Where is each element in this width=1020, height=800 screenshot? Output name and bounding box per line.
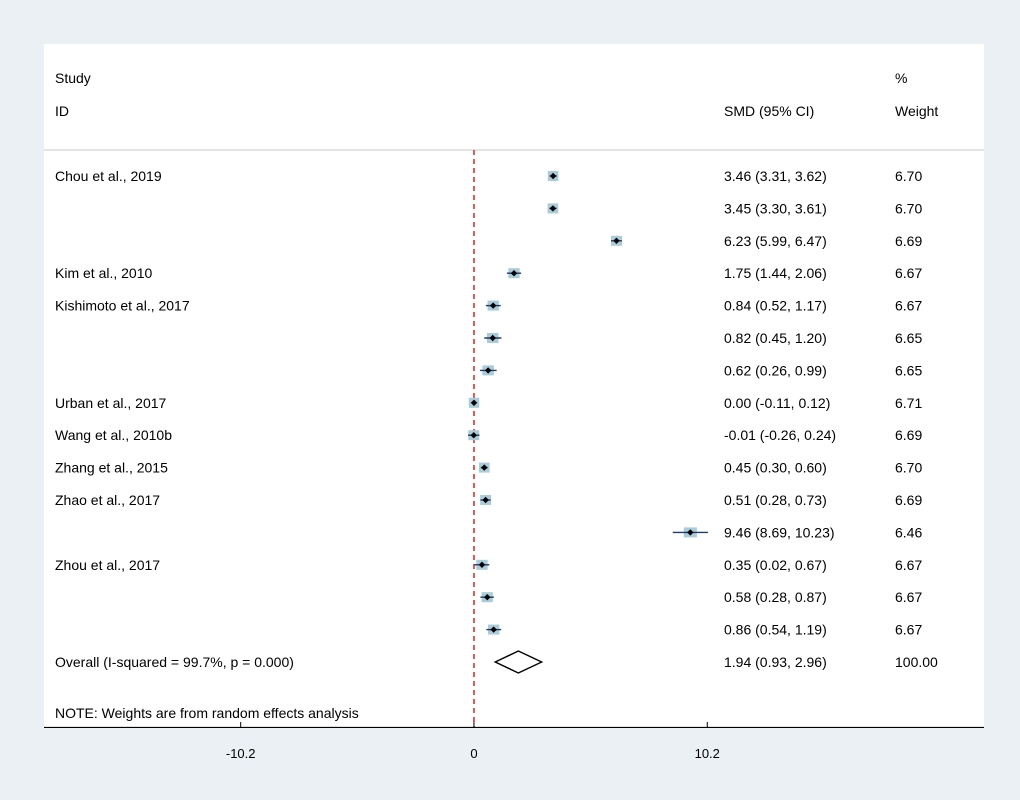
study-label: Kim et al., 2010 [55, 265, 152, 281]
overall-label: Overall (I-squared = 99.7%, p = 0.000) [55, 654, 294, 670]
header-weight: Weight [895, 103, 938, 119]
smd-ci-value: 0.82 (0.45, 1.20) [724, 330, 827, 346]
overall-diamond [493, 650, 544, 674]
study-label: Kishimoto et al., 2017 [55, 298, 190, 314]
smd-ci-value: 0.51 (0.28, 0.73) [724, 492, 827, 508]
overall-weight-value: 100.00 [895, 654, 938, 670]
header-smd: SMD (95% CI) [724, 103, 814, 119]
weight-value: 6.69 [895, 427, 922, 443]
weight-value: 6.65 [895, 362, 922, 378]
header-percent: % [895, 70, 907, 86]
x-tick-label: -10.2 [226, 746, 256, 761]
point-estimate [484, 594, 491, 601]
overall-smd-ci-value: 1.94 (0.93, 2.96) [724, 654, 827, 670]
study-label: Wang et al., 2010b [55, 427, 172, 443]
point-estimate [478, 561, 486, 568]
point-estimate [481, 464, 488, 471]
point-estimate [510, 270, 518, 277]
point-estimate [549, 172, 557, 180]
smd-ci-value: 0.58 (0.28, 0.87) [724, 589, 827, 605]
smd-ci-value: -0.01 (-0.26, 0.24) [724, 427, 836, 443]
forest-plot: Study ID SMD (95% CI)% Weight Chou et al., 2… [44, 70, 984, 728]
study-label: Zhou et al., 2017 [55, 557, 160, 573]
weight-value: 6.70 [895, 200, 922, 216]
x-tick-label: 0 [470, 746, 477, 761]
weight-value: 6.46 [895, 524, 922, 540]
weight-value: 6.67 [895, 622, 922, 638]
x-tick-label: 10.2 [695, 746, 720, 761]
weight-value: 6.67 [895, 265, 922, 281]
weight-value: 6.69 [895, 492, 922, 508]
weight-value: 6.67 [895, 298, 922, 314]
weight-value: 6.65 [895, 330, 922, 346]
point-estimate [489, 334, 496, 342]
weight-value: 6.67 [895, 557, 922, 573]
weight-value: 6.70 [895, 460, 922, 476]
smd-ci-value: 0.00 (-0.11, 0.12) [724, 395, 830, 411]
point-estimate [549, 205, 557, 212]
weight-value: 6.69 [895, 233, 922, 249]
point-estimate [470, 399, 478, 406]
header-id: ID [55, 103, 69, 119]
smd-ci-value: 1.75 (1.44, 2.06) [724, 265, 827, 281]
point-estimate [490, 626, 497, 633]
weight-value: 6.71 [895, 395, 922, 411]
point-estimate [613, 237, 620, 244]
smd-ci-value: 0.86 (0.54, 1.19) [724, 622, 827, 638]
plot-panel: Study ID SMD (95% CI)% Weight Chou et al., 2… [44, 44, 984, 728]
header-study: Study [55, 70, 91, 86]
point-estimate [484, 367, 492, 374]
study-label: Zhao et al., 2017 [55, 492, 160, 508]
point-estimate [470, 432, 477, 439]
smd-ci-value: 3.46 (3.31, 3.62) [724, 168, 827, 184]
smd-ci-value: 0.45 (0.30, 0.60) [724, 460, 827, 476]
study-label: Zhang et al., 2015 [55, 460, 168, 476]
point-estimate [687, 529, 694, 536]
point-estimate [489, 302, 497, 309]
smd-ci-value: 0.62 (0.26, 0.99) [724, 362, 827, 378]
smd-ci-value: 0.35 (0.02, 0.67) [724, 557, 827, 573]
weight-value: 6.70 [895, 168, 922, 184]
weight-value: 6.67 [895, 589, 922, 605]
smd-ci-value: 0.84 (0.52, 1.17) [724, 298, 827, 314]
smd-ci-value: 3.45 (3.30, 3.61) [724, 200, 827, 216]
smd-ci-value: 9.46 (8.69, 10.23) [724, 524, 835, 540]
smd-ci-value: 6.23 (5.99, 6.47) [724, 233, 827, 249]
point-estimate [482, 496, 489, 504]
study-label: Chou et al., 2019 [55, 168, 162, 184]
note-text: NOTE: Weights are from random effects an… [55, 705, 359, 721]
study-label: Urban et al., 2017 [55, 395, 167, 411]
